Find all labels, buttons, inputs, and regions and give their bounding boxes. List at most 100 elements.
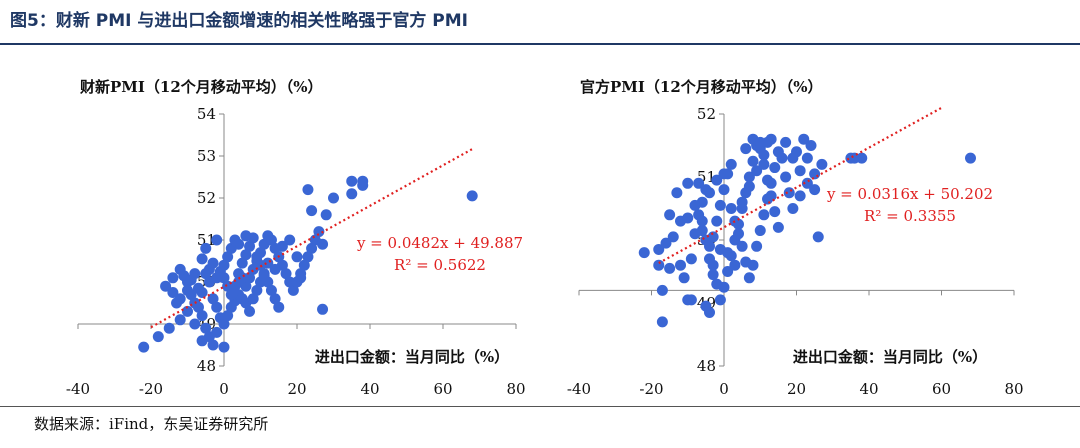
data-point: [812, 231, 824, 243]
x-axis-label: 进出口金额：当月同比（%）: [315, 348, 509, 366]
data-point: [809, 184, 821, 196]
y-tick-label: 52: [197, 189, 216, 207]
data-point: [740, 143, 752, 155]
data-point: [247, 293, 259, 305]
data-point: [656, 284, 668, 296]
data-point: [758, 158, 770, 170]
data-point: [696, 215, 708, 227]
data-point: [160, 280, 172, 292]
chart-official-pmi: 官方PMI（12个月移动平均）（%）4849505152-40-20020406…: [567, 78, 1024, 398]
data-point: [240, 249, 252, 261]
data-point: [656, 316, 668, 328]
x-tick-label: 0: [719, 380, 729, 398]
data-point: [722, 247, 734, 259]
data-point: [751, 240, 763, 252]
trend-r2: R² = 0.5622: [394, 256, 486, 274]
title-rule: [0, 43, 1080, 45]
data-point: [171, 297, 183, 309]
data-point: [251, 284, 263, 296]
data-point: [265, 234, 277, 246]
data-point: [718, 281, 730, 293]
data-point: [805, 140, 817, 151]
data-point: [660, 237, 672, 249]
data-point: [211, 234, 223, 246]
data-point: [346, 175, 358, 187]
data-point: [696, 225, 708, 237]
data-point: [816, 158, 828, 170]
data-point: [302, 184, 314, 196]
chart-caixin-pmi: 财新PMI（12个月移动平均）（%）48495051525354-40-2002…: [66, 78, 526, 398]
y-tick-label: 48: [197, 357, 216, 375]
data-point: [207, 293, 219, 305]
trend-equation: y = 0.0482x + 49.887: [356, 234, 523, 252]
data-point: [211, 301, 223, 313]
data-point: [182, 284, 193, 296]
data-point: [222, 251, 234, 263]
data-point: [138, 341, 150, 353]
data-point: [218, 341, 230, 353]
data-point: [196, 310, 208, 322]
data-point: [328, 192, 339, 204]
data-point: [225, 289, 237, 301]
data-point: [758, 149, 770, 161]
data-point: [189, 318, 201, 330]
x-tick-label: -20: [639, 380, 663, 398]
trendline: [658, 106, 943, 265]
data-point: [729, 259, 741, 271]
data-point: [707, 231, 719, 243]
data-point: [189, 268, 201, 280]
data-point: [196, 287, 208, 298]
data-point: [302, 251, 314, 263]
data-point: [682, 212, 694, 224]
data-point: [772, 221, 784, 233]
data-point: [357, 175, 369, 187]
trend-equation: y = 0.0316x + 50.202: [826, 185, 993, 203]
data-point: [685, 294, 697, 306]
data-point: [704, 253, 715, 265]
data-point: [722, 266, 734, 277]
data-point: [244, 240, 256, 252]
data-point: [809, 168, 821, 180]
data-point: [743, 171, 755, 183]
data-point: [675, 259, 686, 271]
x-tick-label: 40: [859, 380, 878, 398]
data-point: [769, 162, 781, 174]
data-point: [725, 203, 737, 214]
data-point: [258, 270, 270, 282]
footer-rule: [0, 406, 1080, 407]
trend-r2: R² = 0.3355: [864, 207, 956, 225]
data-point: [265, 284, 277, 296]
x-tick-label: 80: [1004, 380, 1023, 398]
data-point: [671, 187, 683, 199]
chart-title: 财新PMI（12个月移动平均）（%）: [80, 78, 323, 96]
y-tick-label: 48: [697, 357, 716, 375]
data-point: [306, 205, 318, 217]
data-point: [276, 240, 288, 252]
data-point: [801, 177, 813, 189]
data-point: [747, 155, 759, 167]
data-point: [653, 243, 665, 255]
data-point: [298, 259, 310, 271]
data-point: [291, 251, 303, 263]
data-point: [174, 314, 186, 326]
data-point: [196, 335, 208, 347]
data-point: [167, 287, 179, 298]
data-point: [295, 272, 307, 284]
trendline: [150, 148, 473, 329]
data-point: [733, 228, 744, 240]
data-point: [269, 293, 281, 305]
x-tick-label: -40: [66, 380, 90, 398]
data-point: [203, 263, 215, 275]
data-point: [273, 301, 285, 313]
data-point: [682, 177, 694, 189]
data-point: [736, 240, 748, 252]
data-point: [965, 152, 976, 164]
data-point: [798, 133, 810, 145]
figure-title: 图5：财新 PMI 与进出口金额增速的相关性略强于官方 PMI: [10, 11, 468, 31]
data-point: [236, 272, 248, 284]
data-point: [280, 268, 292, 280]
data-point: [236, 257, 248, 269]
data-point: [320, 209, 332, 221]
y-tick-label: 51: [197, 231, 216, 249]
data-point: [306, 242, 318, 254]
